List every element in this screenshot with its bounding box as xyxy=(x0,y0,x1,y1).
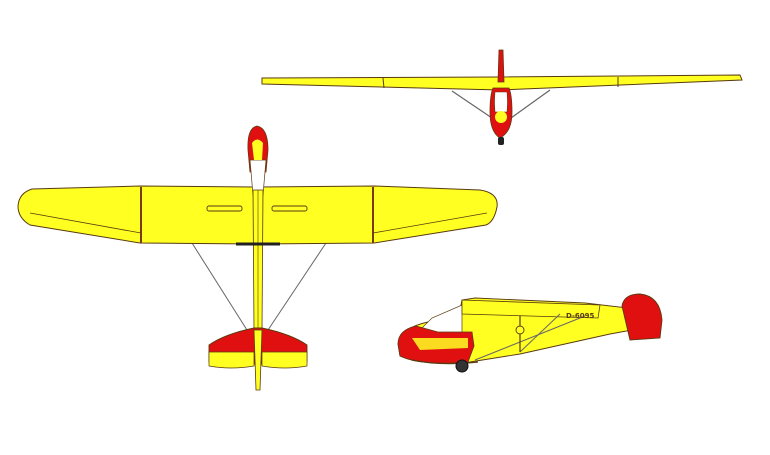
front-view xyxy=(261,49,743,145)
top-spoiler-right xyxy=(271,205,308,212)
side-strut-hub xyxy=(515,325,525,335)
front-fin xyxy=(497,49,505,83)
top-strut-left xyxy=(191,242,248,331)
registration-marking: D-6095 xyxy=(566,312,594,320)
front-cockpit-yellow xyxy=(495,111,507,123)
side-wing-root xyxy=(461,299,601,319)
side-view: D-6095 xyxy=(397,293,663,373)
top-rudder xyxy=(253,329,263,391)
top-spoiler-left xyxy=(206,205,243,212)
side-strut-rear xyxy=(519,313,561,353)
side-strut-front xyxy=(474,315,586,361)
front-canopy xyxy=(494,91,508,113)
front-wheel xyxy=(498,137,504,145)
top-aileron-right xyxy=(372,212,488,234)
side-tail-fin xyxy=(621,293,663,341)
side-nose-stripe xyxy=(412,338,468,350)
top-view xyxy=(17,125,498,391)
top-nose-yellow xyxy=(252,139,263,160)
top-strut-right xyxy=(267,242,327,331)
top-elevator-right xyxy=(261,351,308,369)
top-aileron-left xyxy=(29,212,142,234)
front-wing-joint-left xyxy=(382,77,385,89)
top-elevator-left xyxy=(208,351,255,369)
side-skid xyxy=(411,359,479,365)
front-strut-right xyxy=(510,89,551,119)
front-strut-left xyxy=(451,90,493,119)
side-wheel xyxy=(455,359,469,373)
